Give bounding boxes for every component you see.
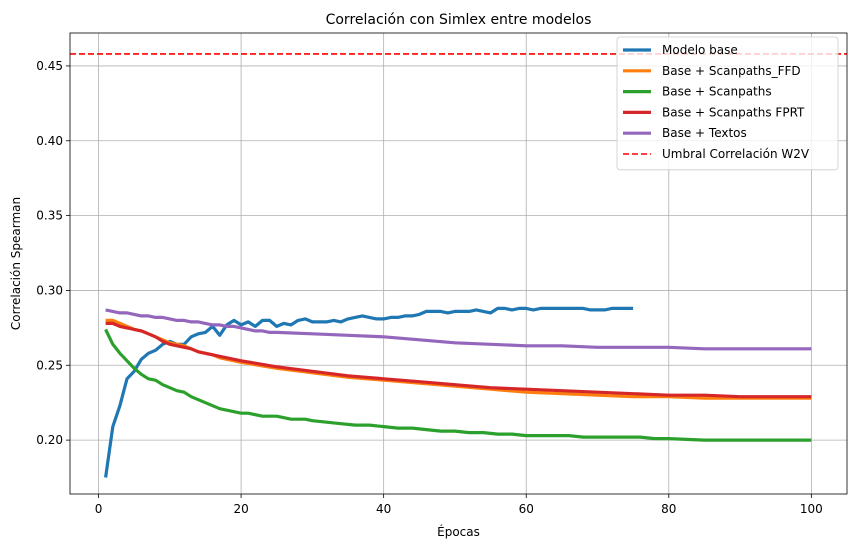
legend: Modelo base Base + Scanpaths_FFD Base + Sc…	[616, 36, 839, 171]
x-tick-label: 40	[376, 502, 391, 516]
series-line-base-textos	[105, 308, 812, 351]
series-lines	[104, 306, 812, 478]
legend-label: Base + Scanpaths_FFD	[662, 64, 801, 78]
y-axis-label: Correlación Spearman	[9, 197, 23, 330]
series-line-base-scanpaths	[104, 328, 812, 442]
y-tick-label: 0.30	[36, 283, 63, 297]
y-axis-ticks: 0.20 0.25 0.30 0.35 0.40 0.45	[36, 59, 70, 447]
x-axis-label: Épocas	[437, 524, 480, 539]
plot-frame	[69, 32, 848, 495]
x-tick-label: 60	[519, 502, 534, 516]
y-tick-label: 0.45	[36, 59, 63, 73]
legend-label: Base + Scanpaths	[662, 85, 772, 99]
x-tick-label: 100	[800, 502, 823, 516]
y-tick-label: 0.40	[36, 134, 63, 148]
legend-box	[616, 36, 839, 171]
series-line-modelo-base	[104, 306, 634, 478]
legend-label-threshold: Umbral Correlación W2V	[662, 147, 810, 161]
x-tick-label: 80	[661, 502, 676, 516]
y-tick-label: 0.25	[36, 358, 63, 372]
series-line-base-scanpaths-fprt	[105, 321, 812, 399]
chart-title: Correlación con Simlex entre modelos	[326, 12, 592, 28]
x-tick-label: 20	[233, 502, 248, 516]
legend-label: Base + Scanpaths FPRT	[662, 105, 805, 119]
x-tick-label: 0	[95, 502, 103, 516]
x-axis-ticks: 0 20 40 60 80 100	[95, 494, 823, 516]
legend-label: Base + Textos	[662, 126, 747, 140]
legend-label: Modelo base	[662, 43, 738, 57]
y-tick-label: 0.35	[36, 209, 63, 223]
y-tick-label: 0.20	[36, 433, 63, 447]
